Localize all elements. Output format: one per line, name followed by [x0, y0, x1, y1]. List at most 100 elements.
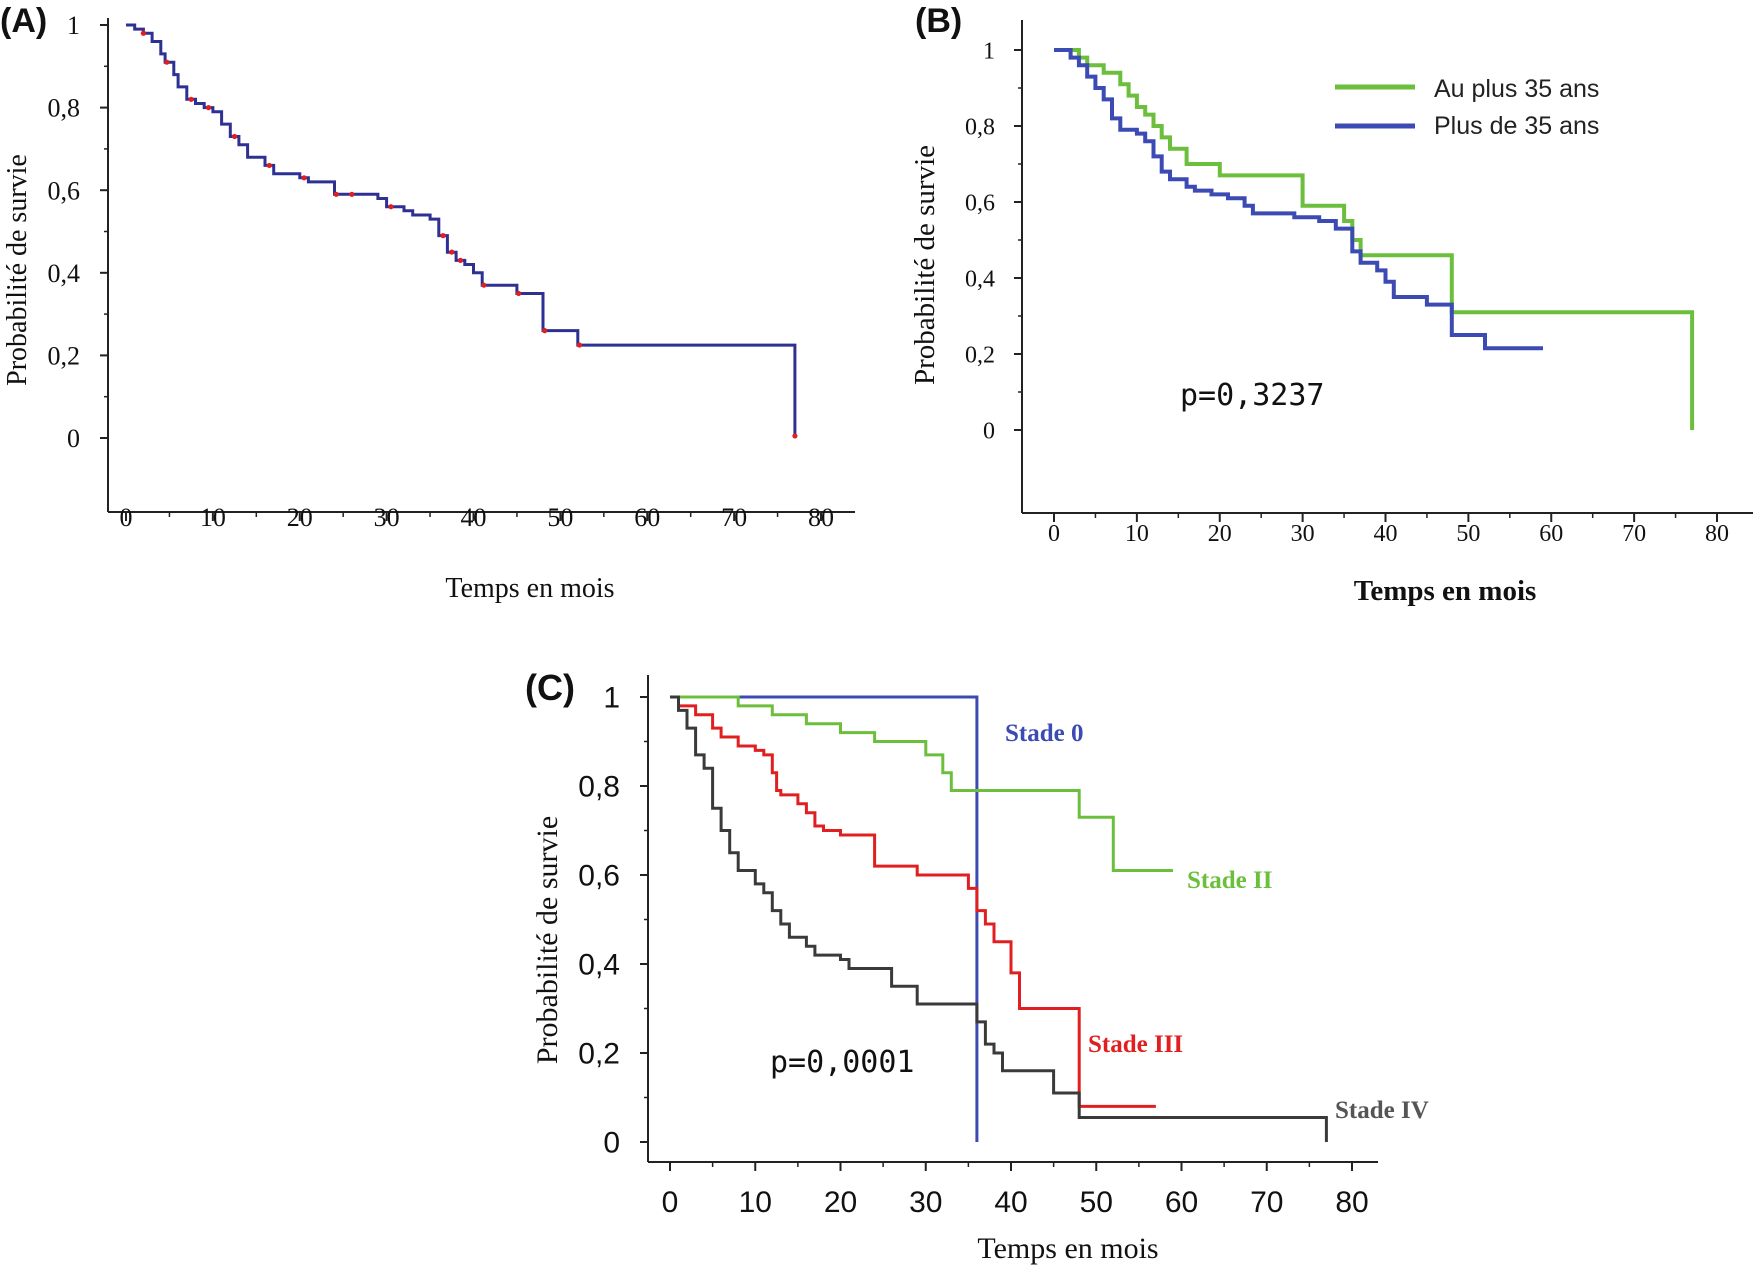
- censor-mark: [301, 175, 307, 181]
- x-tick-label: 30: [1291, 521, 1315, 547]
- censor-mark: [333, 191, 339, 197]
- y-tick-label: 0,2: [578, 1038, 620, 1071]
- panel-b-y-label: Probabilité de survie: [909, 145, 941, 385]
- x-tick-label: 80: [808, 503, 834, 532]
- x-tick-label: 40: [1374, 521, 1398, 547]
- x-tick-label: 10: [739, 1186, 772, 1219]
- panel-c-x-ticks: 0 10 20 30 40 50 60 70 80: [662, 1162, 1369, 1219]
- x-tick-label: 70: [1622, 521, 1646, 547]
- x-tick-label: 60: [1165, 1186, 1198, 1219]
- y-tick-label: 1: [603, 682, 620, 715]
- legend-label-plus-de-35: Plus de 35 ans: [1434, 112, 1599, 140]
- y-tick-label: 0: [603, 1127, 620, 1160]
- y-tick-label: 0,8: [965, 114, 995, 140]
- censor-mark: [205, 105, 212, 111]
- y-tick-label: 0,6: [48, 176, 81, 205]
- y-tick-label: 0,8: [578, 771, 620, 804]
- x-tick-label: 70: [1250, 1186, 1283, 1219]
- panel-a-y-label: Probabilité de survie: [2, 154, 33, 386]
- censor-mark: [349, 191, 355, 197]
- x-tick-label: 20: [824, 1186, 857, 1219]
- panel-c-series: [670, 695, 1328, 1142]
- legend-label-au-plus-35: Au plus 35 ans: [1434, 75, 1599, 103]
- panel-c-y-label: Probabilité de survie: [531, 816, 564, 1064]
- x-tick-label: 30: [909, 1186, 942, 1219]
- panel-a-x-label: Temps en mois: [445, 573, 614, 604]
- y-tick-label: 1: [67, 11, 80, 40]
- label-stade-iv: Stade IV: [1335, 1097, 1429, 1124]
- censor-mark: [140, 30, 146, 36]
- x-tick-label: 70: [721, 503, 747, 532]
- series-plus-de-35-ans: [1054, 48, 1543, 351]
- y-tick-label: 1: [983, 38, 995, 64]
- x-tick-label: 80: [1705, 521, 1729, 547]
- x-tick-label: 60: [634, 503, 660, 532]
- series-au-plus-35-ans: [1054, 48, 1695, 430]
- panel-b-legend: Au plus 35 ans Plus de 35 ans: [1335, 75, 1599, 140]
- x-tick-label: 0: [662, 1186, 679, 1219]
- censor-mark: [388, 204, 394, 210]
- panel-a-x-ticks: 0 10 20 30 40 50 60 70 80: [120, 503, 835, 532]
- censor-mark: [457, 257, 464, 264]
- y-tick-label: 0,2: [965, 342, 995, 368]
- y-tick-label: 0,6: [578, 860, 620, 893]
- panel-b-y-ticks: 0 0,2 0,4 0,6 0,8 1: [965, 38, 1022, 444]
- panel-a: (A) 0 0,2 0,4 0,6 0,8 1 0 10 20 30 40 50 60 70 80 Tem…: [0, 2, 855, 604]
- series-ensemble: [126, 23, 797, 438]
- series-stade-iii: [670, 695, 1156, 1108]
- censor-mark: [188, 96, 194, 102]
- panel-b: (B) 0 0,2 0,4 0,6 0,8 1 0 10 20 30 40 50 60 70 80 Au …: [909, 2, 1753, 607]
- y-tick-label: 0,8: [48, 94, 81, 123]
- y-tick-label: 0,4: [48, 259, 81, 288]
- label-stade-iii: Stade III: [1088, 1031, 1183, 1058]
- censor-mark: [266, 162, 272, 169]
- x-tick-label: 50: [1456, 521, 1480, 547]
- censor-mark: [449, 249, 455, 255]
- panel-c-y-ticks: 0 0,2 0,4 0,6 0,8 1: [578, 682, 648, 1160]
- panel-c-x-label: Temps en mois: [977, 1232, 1158, 1265]
- censor-mark: [164, 59, 170, 65]
- panel-b-x-label: Temps en mois: [1354, 575, 1537, 607]
- x-tick-label: 50: [1080, 1186, 1113, 1219]
- censor-mark: [792, 433, 798, 439]
- panel-c-label: (C): [525, 667, 575, 708]
- panel-a-label: (A): [0, 2, 47, 40]
- panel-a-y-ticks: 0 0,2 0,4 0,6 0,8 1: [48, 11, 108, 453]
- panel-c: (C) 0 0,2 0,4 0,6 0,8 1 0 10 20 30 40 50 60 70 80 Sta…: [525, 667, 1429, 1265]
- y-tick-label: 0,4: [578, 949, 620, 982]
- x-tick-label: 30: [374, 503, 400, 532]
- x-tick-label: 50: [547, 503, 573, 532]
- x-tick-label: 0: [120, 503, 133, 532]
- censor-mark: [542, 328, 548, 334]
- y-tick-label: 0: [67, 424, 80, 453]
- x-tick-label: 10: [1125, 521, 1149, 547]
- censor-mark: [516, 290, 522, 297]
- y-tick-label: 0: [983, 418, 995, 444]
- panel-b-p-value: p=0,3237: [1180, 378, 1325, 413]
- label-stade-ii: Stade II: [1187, 867, 1272, 894]
- x-tick-label: 0: [1048, 521, 1060, 547]
- x-tick-label: 20: [287, 503, 313, 532]
- censor-mark: [481, 282, 487, 288]
- y-tick-label: 0,4: [965, 266, 995, 292]
- censor-mark: [576, 342, 583, 348]
- panel-b-x-ticks: 0 10 20 30 40 50 60 70 80: [1048, 513, 1729, 547]
- panel-b-label: (B): [915, 2, 962, 40]
- series-stade-ii: [670, 695, 1173, 872]
- panel-c-p-value: p=0,0001: [770, 1045, 915, 1080]
- x-tick-label: 40: [994, 1186, 1027, 1219]
- panel-a-series: [126, 23, 798, 439]
- x-tick-label: 20: [1208, 521, 1232, 547]
- censor-mark: [440, 233, 446, 239]
- x-tick-label: 10: [200, 503, 226, 532]
- y-tick-label: 0,2: [48, 342, 81, 371]
- x-tick-label: 60: [1539, 521, 1563, 547]
- panel-b-series: [1054, 48, 1695, 430]
- x-tick-label: 80: [1335, 1186, 1368, 1219]
- x-tick-label: 40: [461, 503, 487, 532]
- censor-mark: [231, 133, 238, 140]
- label-stade-0: Stade 0: [1005, 720, 1083, 747]
- y-tick-label: 0,6: [965, 190, 995, 216]
- series-stade-iv: [670, 695, 1328, 1142]
